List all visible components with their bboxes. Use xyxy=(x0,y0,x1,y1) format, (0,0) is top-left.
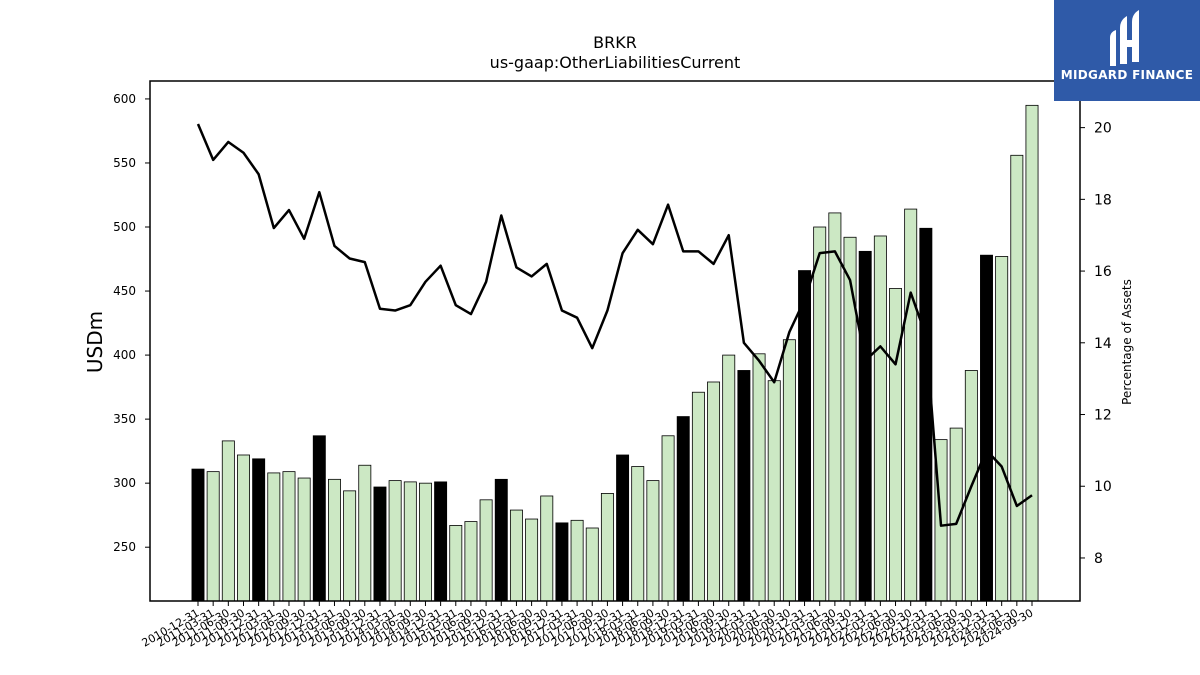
bar-2015-03-31 xyxy=(449,525,463,602)
y2-tick-label: 14 xyxy=(1094,336,1112,352)
bar-2012-06-30 xyxy=(282,471,296,602)
bar-2020-09-30 xyxy=(782,339,796,602)
bar-2018-09-30 xyxy=(661,435,675,602)
bar-2015-12-31 xyxy=(494,478,508,602)
y-tick-label: 400 xyxy=(113,348,136,362)
bar-2019-09-30 xyxy=(722,354,736,602)
bar-2018-06-30 xyxy=(646,480,660,602)
bar-2014-06-30 xyxy=(403,481,417,602)
logo-text: MIDGARD FINANCE xyxy=(1060,68,1194,82)
y2-tick-label: 10 xyxy=(1094,479,1112,495)
bar-2024-06-30 xyxy=(1010,154,1024,602)
bar-2012-03-31 xyxy=(267,472,281,602)
bar-2013-09-30 xyxy=(358,464,372,602)
bar-2024-09-30 xyxy=(1025,104,1039,602)
bar-2017-12-31 xyxy=(616,454,630,602)
bar-2020-03-31 xyxy=(752,353,766,602)
bar-2015-06-30 xyxy=(464,521,478,602)
bar-2017-03-31 xyxy=(570,519,584,602)
chart-subtitle: us-gaap:OtherLiabilitiesCurrent xyxy=(490,53,741,72)
y-tick-label: 550 xyxy=(113,156,136,170)
bar-2024-03-31 xyxy=(995,256,1009,602)
y2-tick-label: 16 xyxy=(1094,264,1112,280)
bar-2013-06-30 xyxy=(343,490,357,602)
bar-2012-09-30 xyxy=(297,477,311,602)
bar-2019-06-30 xyxy=(707,381,721,602)
bar-2017-09-30 xyxy=(600,493,614,602)
bar-2020-12-31 xyxy=(798,270,812,602)
y-tick-label: 300 xyxy=(113,476,136,490)
bar-2021-03-31 xyxy=(813,226,827,602)
bar-2020-06-30 xyxy=(767,380,781,602)
bar-2022-06-30 xyxy=(889,288,902,602)
chart-title: BRKR xyxy=(593,33,637,52)
bar-2022-03-31 xyxy=(873,235,887,602)
plot-frame xyxy=(149,80,1081,602)
bar-2013-12-31 xyxy=(373,486,387,602)
y2-tick-label: 12 xyxy=(1094,408,1112,424)
bar-2017-06-30 xyxy=(585,527,599,602)
bar-series xyxy=(191,104,1039,602)
midgard-finance-logo: MIDGARD FINANCE xyxy=(1054,0,1200,101)
y2-axis-label: Percentage of Assets xyxy=(1120,279,1134,405)
bar-2011-03-31 xyxy=(206,471,220,602)
y-tick-label: 350 xyxy=(113,412,136,426)
bar-2018-03-31 xyxy=(631,466,645,602)
y2-tick-label: 18 xyxy=(1094,192,1112,208)
bar-2010-12-31 xyxy=(191,468,205,602)
bar-2019-12-31 xyxy=(737,370,751,602)
bar-2018-12-31 xyxy=(676,416,690,602)
x-axis-ticks: 2010-12-312011-03-312011-06-302011-09-30… xyxy=(140,601,1036,650)
bar-2021-12-31 xyxy=(858,250,872,602)
bar-2013-03-31 xyxy=(328,478,341,602)
bar-2022-09-30 xyxy=(904,208,918,602)
bar-2015-09-30 xyxy=(479,499,493,602)
y-tick-label: 450 xyxy=(113,284,136,298)
bar-2014-09-30 xyxy=(418,482,432,602)
bar-2021-09-30 xyxy=(843,236,857,602)
bar-2011-12-31 xyxy=(252,458,266,602)
bar-2011-09-30 xyxy=(237,454,250,602)
y-axis-label: USDm xyxy=(83,311,107,373)
midgard-logo-icon xyxy=(1110,10,1139,66)
y2-tick-label: 20 xyxy=(1094,121,1112,137)
bar-2014-03-31 xyxy=(388,480,402,602)
y-tick-label: 500 xyxy=(113,220,136,234)
y2-axis-ticks: 8 10 12 14 16 18 20 xyxy=(1080,121,1112,567)
bar-2022-12-31 xyxy=(919,227,933,602)
bar-2023-12-31 xyxy=(980,254,993,602)
y2-tick-label: 8 xyxy=(1094,551,1103,567)
bar-2014-12-31 xyxy=(434,481,448,602)
bar-2016-06-30 xyxy=(525,518,539,602)
bar-2019-03-31 xyxy=(691,391,705,602)
bar-2011-06-30 xyxy=(221,440,235,602)
y-tick-label: 600 xyxy=(113,92,136,106)
bar-2016-12-31 xyxy=(555,522,569,602)
bar-2012-12-31 xyxy=(312,435,326,602)
percentage-of-assets-line xyxy=(196,123,1033,527)
bar-2016-03-31 xyxy=(509,509,523,602)
y-tick-label: 250 xyxy=(113,540,136,554)
y-axis-ticks: 250 300 350 400 450 500 550 600 xyxy=(113,92,150,554)
percentage-line-series xyxy=(196,123,1033,527)
bar-2021-06-30 xyxy=(828,212,842,602)
bar-2016-09-30 xyxy=(540,495,554,602)
